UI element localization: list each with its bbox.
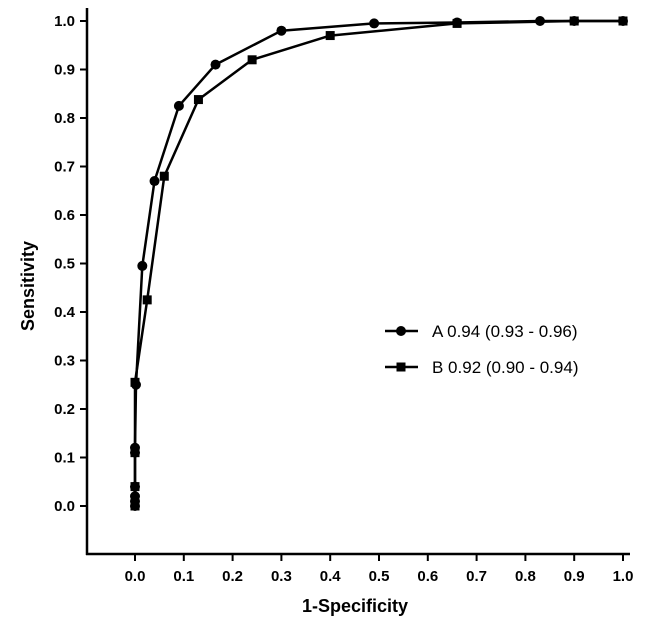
x-tick-label: 0.6 bbox=[417, 568, 438, 585]
x-tick-label: 0.1 bbox=[173, 568, 194, 585]
y-tick-label: 0.4 bbox=[54, 304, 76, 321]
y-tick-label: 0.0 bbox=[54, 498, 75, 515]
x-tick-label: 0.5 bbox=[369, 568, 390, 585]
y-tick-label: 0.7 bbox=[54, 159, 75, 176]
square-point bbox=[618, 16, 628, 26]
legend-circle-marker bbox=[396, 326, 406, 336]
legend: A 0.94 (0.93 - 0.96) B 0.92 (0.90 - 0.94) bbox=[385, 322, 578, 377]
legend-label: A 0.94 (0.93 - 0.96) bbox=[432, 322, 578, 341]
square-point bbox=[130, 501, 140, 511]
x-tick-label: 1.0 bbox=[613, 568, 634, 585]
series-a bbox=[130, 16, 628, 511]
legend-item: A 0.94 (0.93 - 0.96) bbox=[385, 322, 578, 341]
x-tick-label: 0.2 bbox=[222, 568, 243, 585]
axes: 0.0 0.1 0.2 0.3 0.4 0.5 0.6 0.7 0.8 0.9 1.0 0.0 0.1 0… bbox=[54, 8, 633, 585]
legend-label: B 0.92 (0.90 - 0.94) bbox=[432, 358, 578, 377]
y-tick-label: 0.5 bbox=[54, 256, 75, 273]
series-b bbox=[130, 16, 628, 511]
square-point bbox=[142, 295, 152, 305]
x-tick-label: 0.3 bbox=[271, 568, 292, 585]
square-point bbox=[130, 448, 140, 458]
square-point bbox=[130, 482, 140, 492]
y-tick-label: 0.8 bbox=[54, 110, 75, 127]
square-point bbox=[325, 31, 335, 41]
square-point bbox=[452, 18, 462, 28]
series-line bbox=[133, 19, 623, 506]
x-axis-title: 1-Specificity bbox=[302, 596, 408, 616]
x-tick-label: 0.4 bbox=[320, 568, 342, 585]
circle-point bbox=[173, 100, 184, 111]
y-axis-title: Sensitivity bbox=[18, 241, 38, 331]
x-tick-label: 0.8 bbox=[515, 568, 536, 585]
y-tick-label: 0.6 bbox=[54, 207, 75, 224]
circle-point bbox=[276, 25, 287, 36]
y-tick-label: 0.1 bbox=[54, 450, 75, 467]
x-tick-label: 0.9 bbox=[564, 568, 585, 585]
circle-point bbox=[210, 59, 221, 70]
square-point bbox=[130, 377, 140, 387]
y-tick-label: 1.0 bbox=[54, 13, 75, 30]
square-point bbox=[193, 95, 203, 105]
x-tick-label: 0.0 bbox=[125, 568, 146, 585]
circle-point bbox=[369, 18, 380, 29]
plot-area bbox=[130, 16, 628, 511]
y-tick-label: 0.2 bbox=[54, 401, 75, 418]
square-point bbox=[159, 171, 169, 181]
legend-square-marker bbox=[396, 362, 406, 372]
y-tick-label: 0.3 bbox=[54, 353, 75, 370]
x-tick-label: 0.7 bbox=[466, 568, 487, 585]
circle-point bbox=[137, 260, 148, 271]
square-point bbox=[247, 55, 257, 65]
y-tick-label: 0.9 bbox=[54, 62, 75, 79]
square-point bbox=[569, 16, 579, 26]
circle-point bbox=[149, 176, 160, 187]
legend-item: B 0.92 (0.90 - 0.94) bbox=[385, 358, 578, 377]
